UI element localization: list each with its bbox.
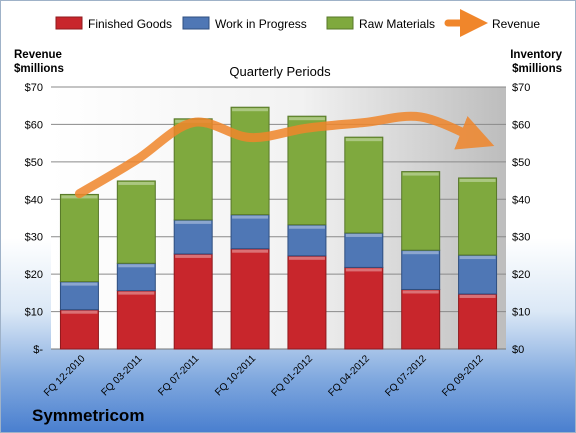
revenue-line-path <box>74 111 495 199</box>
x-tick-label: FQ 03-2011 <box>99 353 144 398</box>
bar-highlight <box>345 268 382 272</box>
left-tick-label: $70 <box>25 82 43 94</box>
bar-segment <box>458 177 498 256</box>
right-tick-label: $70 <box>512 82 530 94</box>
left-tick-label: $20 <box>25 269 43 281</box>
legend-label: Raw Materials <box>359 17 435 31</box>
left-tick-label: $60 <box>25 119 43 131</box>
x-tick-label: FQ 09-2012 <box>440 353 486 399</box>
bar-highlight <box>232 215 269 219</box>
bar-segment <box>59 193 99 283</box>
right-tick-label: $20 <box>512 269 530 281</box>
bar-highlight <box>175 254 212 258</box>
legend-label: Work in Progress <box>215 17 307 31</box>
bar-segment <box>59 309 99 350</box>
x-tick-label: FQ 01-2012 <box>270 353 316 399</box>
bar-highlight <box>175 220 212 224</box>
bar-segment <box>59 281 99 311</box>
bar-segment <box>116 180 156 264</box>
right-axis-label-line1: Inventory <box>510 49 562 61</box>
legend-swatch <box>182 16 210 30</box>
revenue-line <box>74 111 495 199</box>
legend-label: Revenue <box>492 17 540 31</box>
bar-highlight <box>232 108 269 112</box>
bar-segment <box>116 290 156 350</box>
bar-segment <box>287 255 327 350</box>
right-tick-label: $0 <box>512 344 524 356</box>
legend-swatch <box>326 16 354 30</box>
right-tick-label: $50 <box>512 157 530 169</box>
left-tick-label: $30 <box>25 232 43 244</box>
bar-highlight <box>402 251 439 255</box>
right-tick-label: $30 <box>512 232 530 244</box>
left-axis: $- $10 $20 $30 $40 $50 $60 $70 <box>25 82 44 356</box>
legend-swatch <box>55 16 83 30</box>
bar-segment <box>401 171 441 251</box>
legend-label: Finished Goods <box>88 17 172 31</box>
x-tick-label: FQ 04-2012 <box>326 353 372 399</box>
right-axis: $0 $10 $20 $30 $40 $50 $60 $70 <box>512 82 530 356</box>
bar-highlight <box>232 249 269 253</box>
left-axis-label-line1: Revenue <box>14 49 62 61</box>
x-tick-label: FQ 07-2012 <box>383 353 429 399</box>
legend: Finished Goods Work in Progress Raw Materi… <box>55 9 540 37</box>
bar-segment <box>344 232 384 268</box>
bar-highlight <box>288 225 325 229</box>
left-tick-label: $- <box>33 344 43 356</box>
left-tick-label: $10 <box>25 307 43 319</box>
x-tick-label: FQ 10-2011 <box>213 353 258 398</box>
bar-highlight <box>118 181 155 185</box>
bar-highlight <box>61 282 98 286</box>
right-tick-label: $60 <box>512 119 530 131</box>
x-axis: FQ 12-2010 FQ 03-2011 FQ 07-2011 FQ 10-2011… <box>42 353 486 399</box>
bar-highlight <box>402 172 439 176</box>
right-tick-label: $10 <box>512 307 530 319</box>
bar-highlight <box>459 294 496 298</box>
bar-segment <box>344 136 384 234</box>
bar-highlight <box>118 291 155 295</box>
left-tick-label: $40 <box>25 194 43 206</box>
bar-highlight <box>288 117 325 121</box>
bar-segment <box>287 224 327 257</box>
right-tick-label: $40 <box>512 194 530 206</box>
bar-segment <box>173 219 213 255</box>
company-name: Symmetricom <box>32 406 145 425</box>
x-tick-label: FQ 07-2011 <box>156 353 201 398</box>
bar-segment <box>230 214 270 250</box>
bars <box>59 106 498 350</box>
bar-segment <box>173 118 213 221</box>
bar-segment <box>344 266 384 350</box>
left-tick-label: $50 <box>25 157 43 169</box>
bar-highlight <box>345 233 382 237</box>
bar-highlight <box>402 290 439 294</box>
left-axis-label-line2: $millions <box>14 63 64 75</box>
bar-segment <box>116 262 156 292</box>
bar-segment <box>401 288 441 350</box>
bar-highlight <box>288 256 325 260</box>
bar-highlight <box>61 310 98 314</box>
x-tick-label: FQ 12-2010 <box>42 353 88 399</box>
bar-highlight <box>118 264 155 268</box>
bar-segment <box>230 248 270 350</box>
bar-highlight <box>459 178 496 182</box>
bar-highlight <box>459 256 496 260</box>
bar-segment <box>458 254 498 295</box>
bar-highlight <box>345 138 382 142</box>
bar-segment <box>401 249 441 290</box>
bar-segment <box>458 293 498 350</box>
right-axis-label-line2: $millions <box>512 63 562 75</box>
bar-segment <box>230 106 270 216</box>
chart-title: Quarterly Periods <box>229 64 331 79</box>
bar-segment <box>173 253 213 350</box>
